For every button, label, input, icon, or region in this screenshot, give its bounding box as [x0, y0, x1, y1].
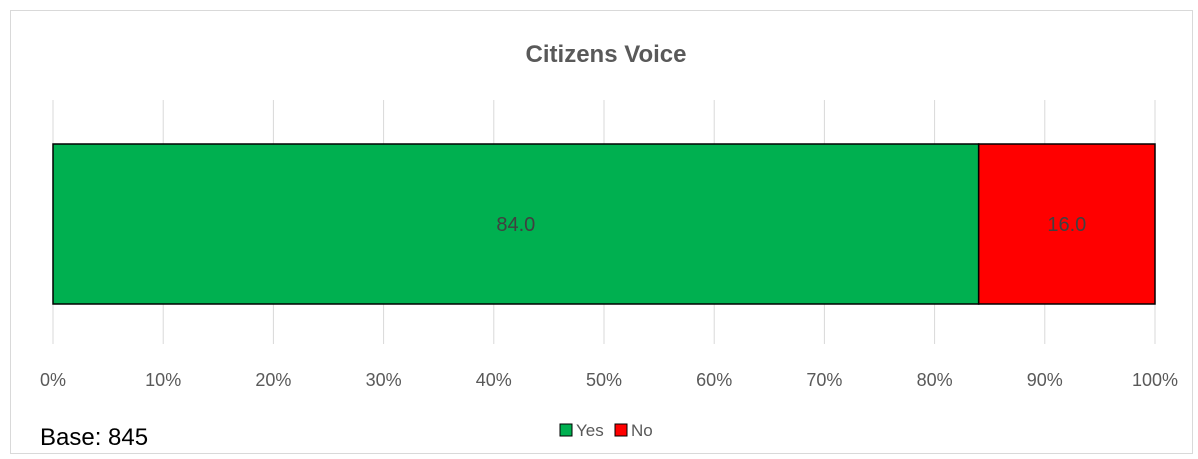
bar-segments: [52, 143, 1156, 305]
x-tick-label: 70%: [806, 370, 842, 390]
data-label-yes: 84.0: [496, 214, 535, 236]
x-tick-label: 20%: [255, 370, 291, 390]
x-tick-label: 30%: [366, 370, 402, 390]
x-tick-label: 10%: [145, 370, 181, 390]
x-tick-label: 40%: [476, 370, 512, 390]
base-footnote: Base: 845: [40, 424, 149, 451]
chart-title: Citizens Voice: [526, 41, 687, 68]
x-axis-tick-labels: 0% 10% 20% 30% 40% 50% 60% 70% 80% 90% 100%: [40, 370, 1178, 390]
legend-swatch-yes: [559, 423, 573, 437]
x-tick-label: 60%: [696, 370, 732, 390]
x-tick-label: 100%: [1132, 370, 1178, 390]
legend-label-yes: Yes: [576, 421, 604, 440]
x-tick-label: 50%: [586, 370, 622, 390]
legend-label-no: No: [631, 421, 653, 440]
data-label-no: 16.0: [1047, 214, 1086, 236]
x-tick-label: 0%: [40, 370, 66, 390]
bar-segment-no: [977, 143, 1156, 305]
bar-segment-yes: [52, 143, 980, 305]
data-labels: 84.0 16.0: [496, 214, 1086, 236]
legend: Yes No: [559, 421, 653, 440]
legend-swatch-no: [614, 423, 628, 437]
x-tick-label: 80%: [917, 370, 953, 390]
x-tick-label: 90%: [1027, 370, 1063, 390]
